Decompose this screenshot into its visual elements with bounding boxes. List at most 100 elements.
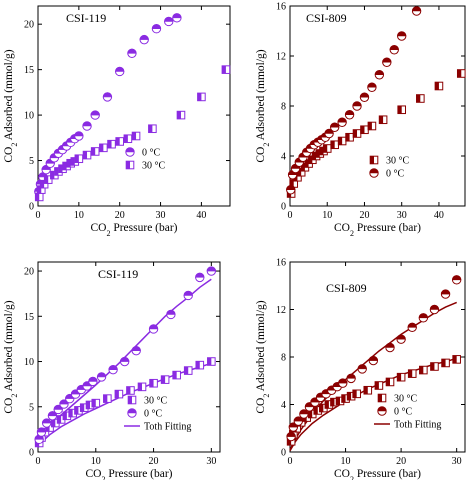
data-point [397, 105, 407, 115]
data-point [107, 139, 116, 149]
y-tick-label: 5 [29, 402, 34, 413]
data-point [149, 378, 158, 388]
panel-title: CSI-119 [66, 11, 106, 25]
y-axis-title-part: CO [255, 147, 267, 163]
legend-marker [377, 393, 387, 403]
data-point [374, 381, 384, 390]
data-point [43, 175, 53, 184]
y-tick-label: 0 [29, 202, 34, 213]
data-point [382, 57, 392, 67]
data-point [148, 324, 159, 334]
data-point [103, 394, 112, 403]
x-axis-title: CO2 Pressure (bar) [90, 222, 177, 238]
data-point [207, 357, 216, 366]
data-point [374, 70, 385, 80]
legend-marker [125, 147, 135, 157]
y-axis-title-part: CO [3, 398, 15, 414]
y-tick-label: 5 [29, 156, 34, 167]
data-point [102, 92, 113, 102]
data-point [418, 313, 429, 323]
legend-marker [369, 155, 379, 165]
y-tick-label: 20 [24, 20, 34, 31]
data-point [34, 192, 44, 202]
data-point [407, 369, 417, 378]
data-point [183, 366, 193, 375]
x-axis-title-part: CO [85, 468, 101, 480]
x-tick-label: 0 [288, 210, 293, 221]
y-tick-label: 8 [281, 102, 286, 113]
panel-title: CSI-809 [306, 11, 347, 25]
series-1 [286, 355, 461, 446]
data-point [99, 143, 108, 153]
data-point [344, 110, 355, 120]
data-point [47, 411, 58, 421]
data-point [345, 132, 354, 142]
series-2 [286, 6, 422, 195]
data-point [183, 290, 193, 301]
series-2 [34, 65, 231, 202]
data-point [324, 128, 334, 139]
data-point [352, 101, 362, 111]
data-point [91, 398, 101, 408]
y-axis-title: CO2 Adsorbed (mmol/g) [3, 49, 19, 162]
x-tick-label: 40 [434, 210, 444, 221]
data-point [397, 31, 407, 41]
y-axis-title-subscript: 2 [262, 143, 271, 147]
y-tick-label: 15 [24, 65, 34, 76]
data-point [221, 65, 231, 74]
data-point [36, 427, 47, 437]
x-axis-title-subscript: 2 [106, 229, 110, 238]
legend: 30 °C 0 °C Toth Fitting [374, 394, 441, 431]
y-axis-title-part: CO [3, 147, 15, 163]
data-point [389, 45, 399, 55]
data-point [90, 110, 100, 120]
y-axis-title-part: Adsorbed (mmol/g) [3, 300, 15, 393]
y-tick-label: 15 [24, 312, 34, 323]
data-point [119, 356, 130, 367]
legend: 0 °C 30 °C [125, 147, 165, 172]
data-point [286, 431, 296, 442]
data-point [82, 150, 92, 160]
x-axis-title-part: CO [334, 222, 350, 234]
x-tick-label: 30 [156, 210, 166, 221]
data-point [164, 16, 174, 27]
data-point [363, 385, 373, 395]
data-point [127, 48, 137, 58]
x-axis-title: CO2 Pressure (bar) [85, 468, 172, 480]
x-tick-label: 0 [36, 210, 41, 221]
plot-frame [37, 5, 231, 207]
x-axis-title-part: Pressure (bar) [110, 222, 177, 234]
data-point [441, 358, 450, 368]
x-tick-label: 20 [115, 210, 125, 221]
data-point [378, 115, 388, 125]
y-axis-title-subscript: 2 [262, 394, 271, 398]
x-tick-label: 10 [341, 456, 351, 467]
data-point [359, 92, 370, 102]
data-point [440, 289, 451, 299]
data-point [195, 272, 205, 283]
plot-frame [37, 261, 221, 453]
data-point [96, 372, 107, 382]
y-tick-label: 0 [281, 202, 286, 213]
y-tick-label: 4 [281, 400, 286, 411]
x-axis-title-part: CO [90, 222, 106, 234]
panel-title: CSI-809 [326, 281, 367, 295]
data-point [338, 378, 348, 388]
x-tick-label: 10 [91, 456, 101, 467]
data-point [346, 373, 356, 384]
legend-label: 30 °C [144, 396, 167, 407]
data-point [74, 131, 84, 141]
x-axis-title-part: Pressure (bar) [105, 468, 172, 480]
data-point [396, 334, 406, 344]
y-axis-title: CO2 Adsorbed (mmol/g) [255, 300, 271, 413]
data-point [416, 94, 425, 103]
data-point [131, 131, 141, 141]
x-axis-title-part: Pressure (bar) [354, 222, 421, 234]
y-axis-title-part: CO [255, 398, 267, 414]
legend-label: 30 °C [394, 394, 417, 405]
y-tick-label: 20 [24, 267, 34, 278]
y-tick-label: 12 [276, 305, 286, 316]
series-1 [286, 69, 466, 198]
